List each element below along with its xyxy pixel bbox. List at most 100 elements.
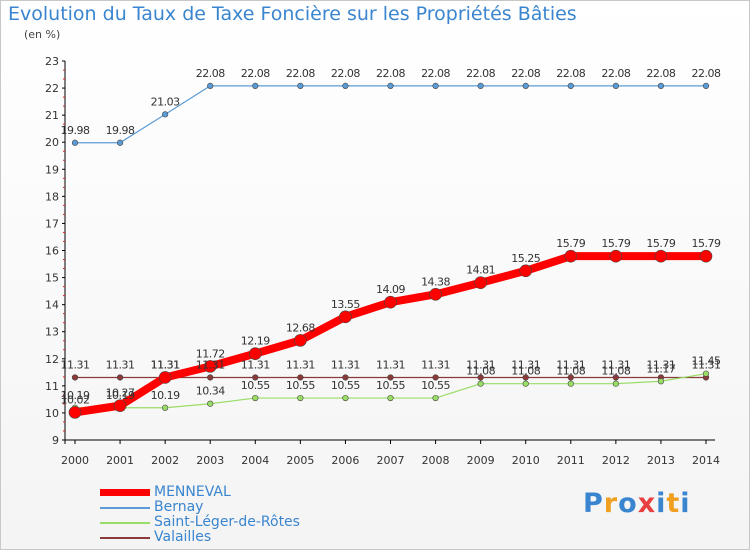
data-label-bernay: 22.08 xyxy=(376,67,405,80)
data-label-bernay: 22.08 xyxy=(692,67,721,80)
data-point-valailles xyxy=(477,374,484,381)
data-label-bernay: 22.08 xyxy=(601,67,630,80)
data-label-valailles: 11.31 xyxy=(61,358,90,371)
data-point-menneval xyxy=(158,371,172,384)
y-tick-label: 9 xyxy=(52,434,59,447)
data-label-bernay: 22.08 xyxy=(466,67,495,80)
data-label-menneval: 15.79 xyxy=(692,237,721,250)
data-label-bernay: 22.08 xyxy=(241,67,270,80)
legend-swatch-saint-leger xyxy=(100,522,150,524)
data-point-menneval xyxy=(339,310,352,324)
x-tick-label: 2009 xyxy=(467,454,495,467)
x-tick-label: 2014 xyxy=(692,454,720,467)
legend-item-valailles: Valailles xyxy=(100,529,360,545)
data-point-menneval xyxy=(294,334,307,347)
data-point-saint-leger-de-rotes xyxy=(252,394,259,402)
legend: MENNEVAL Bernay Saint-Léger-de-Rôtes Val… xyxy=(100,484,360,545)
data-point-saint-leger-de-rotes xyxy=(207,400,214,407)
x-tick-label: 2000 xyxy=(61,454,89,467)
data-label-bernay: 22.08 xyxy=(646,67,675,80)
data-label-saint-leger-de-rotes: 10.19 xyxy=(151,389,180,402)
legend-label-bernay: Bernay xyxy=(154,499,204,515)
x-tick-label: 2001 xyxy=(106,454,134,467)
logo-letter: i xyxy=(656,488,667,519)
data-label-valailles: 11.31 xyxy=(601,358,630,371)
data-point-bernay xyxy=(432,82,439,90)
data-label-valailles: 11.31 xyxy=(646,358,675,371)
data-label-saint-leger-de-rotes: 10.19 xyxy=(106,389,135,402)
data-point-menneval xyxy=(113,399,127,412)
data-point-bernay xyxy=(387,82,394,90)
data-label-saint-leger-de-rotes: 11.08 xyxy=(601,365,630,378)
data-point-bernay xyxy=(612,82,619,90)
series-layer xyxy=(68,82,713,419)
legend-label-valailles: Valailles xyxy=(154,529,212,545)
data-label-menneval: 12.19 xyxy=(241,335,270,348)
data-point-valailles xyxy=(116,374,124,381)
data-point-valailles xyxy=(612,374,619,381)
data-point-bernay xyxy=(297,82,304,90)
logo-letter: r xyxy=(603,488,619,519)
data-label-valailles: 11.31 xyxy=(196,358,225,371)
data-point-saint-leger-de-rotes xyxy=(522,380,529,387)
data-label-saint-leger-de-rotes: 10.55 xyxy=(331,379,360,392)
x-tick-label: 2007 xyxy=(377,454,405,467)
logo-letter: x xyxy=(637,488,657,519)
data-label-bernay: 22.08 xyxy=(196,67,225,80)
y-tick-label: 18 xyxy=(45,190,59,203)
data-label-bernay: 19.98 xyxy=(61,124,90,137)
data-point-bernay xyxy=(71,139,79,146)
data-label-valailles: 11.31 xyxy=(106,358,135,371)
y-tick-label: 10 xyxy=(45,407,59,420)
y-tick-label: 13 xyxy=(45,326,59,339)
data-label-menneval: 11.31 xyxy=(151,358,180,371)
data-label-valailles: 11.31 xyxy=(241,358,270,371)
logo-letter: i xyxy=(680,488,691,519)
data-point-valailles xyxy=(342,374,349,381)
data-point-menneval xyxy=(429,288,442,301)
data-label-saint-leger-de-rotes: 11.08 xyxy=(511,365,540,378)
data-label-valailles: 11.31 xyxy=(556,358,585,371)
y-tick-label: 17 xyxy=(45,217,59,230)
legend-item-saint-leger: Saint-Léger-de-Rôtes xyxy=(100,514,360,530)
data-label-menneval: 14.09 xyxy=(376,283,405,296)
data-label-menneval: 14.81 xyxy=(466,264,495,277)
data-label-menneval: 15.79 xyxy=(556,237,585,250)
chart-subtitle: (en %) xyxy=(24,28,61,41)
data-point-menneval xyxy=(519,264,533,278)
data-point-valailles xyxy=(252,374,259,381)
data-point-saint-leger-de-rotes xyxy=(432,394,439,402)
x-tick-label: 2005 xyxy=(286,454,314,467)
data-label-saint-leger-de-rotes: 10.55 xyxy=(376,379,405,392)
data-label-bernay: 22.08 xyxy=(511,67,540,80)
data-label-valailles: 11.31 xyxy=(421,358,450,371)
data-point-valailles xyxy=(387,374,394,381)
data-point-bernay xyxy=(342,82,349,90)
legend-swatch-bernay xyxy=(100,507,150,509)
data-point-valailles xyxy=(297,374,304,381)
data-label-valailles: 11.31 xyxy=(692,358,721,371)
data-point-bernay xyxy=(477,82,484,90)
y-tick-label: 11 xyxy=(45,380,59,393)
data-point-bernay xyxy=(522,82,529,90)
legend-item-menneval: MENNEVAL xyxy=(100,484,360,500)
labels-layer: 11.31 11.31 11.31 11.31 11.31 11.31 11.31 11.31… xyxy=(61,67,722,406)
y-tick-label: 19 xyxy=(45,163,59,176)
x-tick-label: 2008 xyxy=(422,454,450,467)
logo-letter: P xyxy=(583,488,604,519)
x-tick-label: 2002 xyxy=(151,454,179,467)
data-point-saint-leger-de-rotes xyxy=(477,380,484,387)
y-tick-label: 20 xyxy=(45,136,59,149)
data-point-saint-leger-de-rotes xyxy=(387,394,394,402)
proxiti-logo: Proxiti xyxy=(583,488,691,519)
y-tick-label: 16 xyxy=(45,245,59,258)
legend-swatch-menneval xyxy=(100,489,150,496)
data-point-menneval xyxy=(474,276,487,290)
data-label-menneval: 10.02 xyxy=(61,393,90,406)
legend-label-saint-leger: Saint-Léger-de-Rôtes xyxy=(154,514,300,530)
data-point-menneval xyxy=(203,360,217,373)
data-label-valailles: 11.31 xyxy=(286,358,315,371)
chart-title: Evolution du Taux de Taxe Foncière sur l… xyxy=(8,3,577,25)
